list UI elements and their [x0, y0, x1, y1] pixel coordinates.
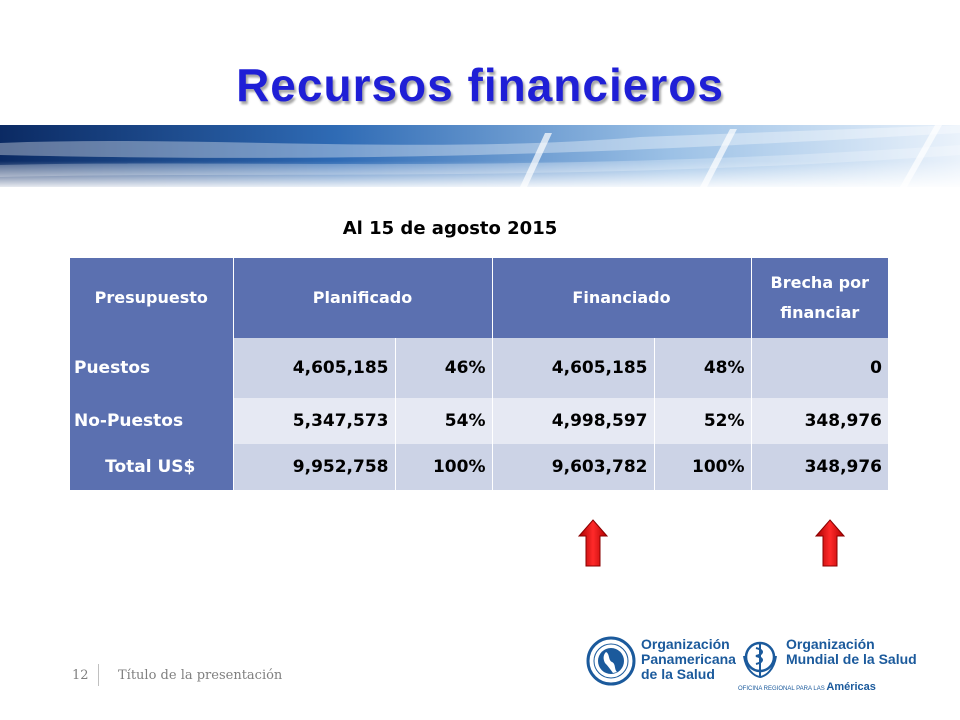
cell-planificado-pct: 54% [395, 398, 493, 444]
paho-line1: Organización [641, 636, 730, 652]
paho-logo-icon [586, 636, 636, 686]
who-line2: Mundial de la Salud [786, 651, 917, 667]
who-region-name: Américas [826, 681, 876, 693]
who-wordmark: Organización Mundial de la Salud [786, 637, 917, 667]
who-line1: Organización [786, 636, 875, 652]
cell-brecha: 0 [751, 338, 889, 398]
row-label: No-Puestos [70, 398, 234, 444]
cell-planificado: 9,952,758 [233, 444, 396, 490]
header-brecha-line2: financiar [780, 303, 860, 322]
header-presupuesto: Presupuesto [70, 258, 234, 338]
paho-wordmark: Organización Panamericana de la Salud [641, 637, 736, 682]
cell-financiado: 9,603,782 [492, 444, 655, 490]
cell-brecha: 348,976 [751, 444, 889, 490]
who-region-prefix: OFICINA REGIONAL PARA LAS [738, 686, 825, 692]
cell-financiado-pct: 52% [654, 398, 752, 444]
header-brecha: Brecha por financiar [751, 258, 889, 338]
table-header-row: Presupuesto Planificado Financiado Brech… [70, 258, 889, 338]
who-region-label: OFICINA REGIONAL PARA LAS Américas [738, 681, 876, 693]
decorative-banner [0, 125, 960, 187]
cell-planificado-pct: 46% [395, 338, 493, 398]
paho-line2: Panamericana [641, 651, 736, 667]
header-financiado: Financiado [492, 258, 752, 338]
cell-planificado: 5,347,573 [233, 398, 396, 444]
row-label: Total US$ [70, 444, 234, 490]
paho-line3: de la Salud [641, 666, 715, 682]
cell-financiado-pct: 100% [654, 444, 752, 490]
slide-number: 12 [72, 668, 89, 683]
up-arrow-icon [578, 519, 608, 567]
up-arrow-icon [815, 519, 845, 567]
cell-financiado: 4,998,597 [492, 398, 655, 444]
slide-title: Recursos financieros [236, 59, 724, 111]
footer-divider [98, 664, 99, 686]
row-label: Puestos [70, 338, 234, 398]
footer-presentation-title: Título de la presentación [118, 668, 283, 683]
table-row-no-puestos: No-Puestos 5,347,573 54% 4,998,597 52% 3… [70, 398, 889, 444]
budget-table: Presupuesto Planificado Financiado Brech… [70, 258, 889, 490]
header-planificado: Planificado [233, 258, 493, 338]
table-row-total: Total US$ 9,952,758 100% 9,603,782 100% … [70, 444, 889, 490]
who-logo-icon [743, 641, 777, 679]
table-row-puestos: Puestos 4,605,185 46% 4,605,185 48% 0 [70, 338, 889, 398]
header-brecha-line1: Brecha por [770, 273, 870, 292]
cell-planificado: 4,605,185 [233, 338, 396, 398]
cell-planificado-pct: 100% [395, 444, 493, 490]
cell-financiado: 4,605,185 [492, 338, 655, 398]
cell-brecha: 348,976 [751, 398, 889, 444]
cell-financiado-pct: 48% [654, 338, 752, 398]
date-subtitle: Al 15 de agosto 2015 [342, 218, 558, 239]
